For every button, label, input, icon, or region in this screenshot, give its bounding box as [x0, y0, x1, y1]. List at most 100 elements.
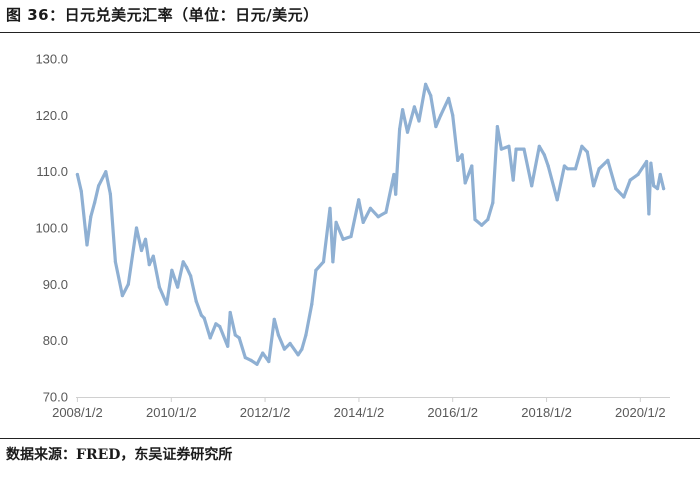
data-point [243, 356, 247, 360]
y-tick-label: 90.0 [43, 277, 68, 292]
data-point [151, 254, 155, 258]
data-point [75, 172, 79, 177]
data-point [622, 195, 626, 199]
data-point [331, 260, 335, 264]
data-point [614, 187, 618, 191]
data-point [460, 153, 464, 157]
data-point [542, 153, 546, 157]
data-point [113, 260, 117, 264]
data-point [662, 187, 666, 191]
data-point [357, 198, 361, 202]
data-point [321, 260, 326, 264]
data-point [655, 187, 660, 191]
data-point [398, 127, 402, 131]
data-point [585, 150, 589, 154]
data-point [412, 105, 416, 109]
data-point [349, 234, 353, 239]
data-point [314, 268, 318, 272]
data-point [147, 263, 151, 267]
data-point [499, 147, 503, 151]
data-point [456, 158, 460, 162]
data-point [199, 313, 203, 317]
data-point [628, 178, 632, 182]
data-point [276, 333, 280, 337]
data-point [176, 285, 180, 289]
data-point [530, 184, 534, 188]
data-point [185, 265, 189, 269]
data-point [636, 172, 640, 177]
data-point [384, 210, 388, 214]
data-point [652, 184, 656, 188]
data-point [658, 172, 662, 177]
data-point [108, 192, 112, 196]
data-point [134, 226, 139, 230]
data-point [261, 351, 265, 355]
data-point [606, 158, 610, 162]
data-point [165, 302, 169, 306]
data-point [194, 299, 198, 303]
data-point [555, 198, 559, 202]
data-point [89, 215, 93, 219]
y-tick-label: 130.0 [35, 52, 68, 67]
data-point [429, 94, 433, 98]
data-point [300, 347, 304, 351]
x-tick-label: 2008/1/2 [52, 405, 103, 420]
data-point [376, 215, 380, 219]
data-point [249, 358, 253, 362]
data-point [361, 220, 365, 224]
data-point [93, 201, 97, 205]
data-point [368, 206, 372, 210]
x-tick-labels: 2008/1/2 2010/1/2 2012/1/2 2014/1/2 2016/1/2… [52, 405, 666, 420]
data-point [546, 164, 550, 168]
data-point [126, 282, 130, 286]
title-divider [0, 32, 700, 33]
data-point [522, 147, 526, 151]
data-point [495, 125, 499, 129]
data-point [282, 347, 286, 351]
data-point [511, 178, 515, 182]
data-point [405, 130, 410, 134]
data-point [392, 172, 396, 177]
y-tick-label: 80.0 [43, 333, 68, 348]
data-point [218, 325, 222, 329]
data-point [272, 317, 276, 321]
data-point [507, 144, 511, 148]
data-point [296, 353, 300, 357]
data-point [401, 108, 405, 112]
data-point [473, 217, 477, 222]
data-point [139, 248, 144, 253]
data-point [439, 113, 443, 117]
x-tick-label: 2018/1/2 [521, 405, 572, 420]
series-group [75, 82, 666, 366]
data-point [470, 164, 474, 168]
x-tick-label: 2014/1/2 [334, 405, 385, 420]
data-point [328, 206, 332, 210]
data-point [463, 181, 467, 185]
x-tick-label: 2016/1/2 [427, 405, 478, 420]
data-point [202, 316, 206, 320]
data-point [486, 217, 490, 222]
data-point [237, 336, 241, 340]
x-tick-label: 2012/1/2 [240, 405, 291, 420]
data-point [170, 268, 174, 272]
data-point [480, 223, 484, 227]
data-point [214, 322, 218, 326]
data-point [645, 159, 649, 164]
data-point [573, 167, 578, 171]
y-tick-label: 100.0 [35, 221, 68, 236]
data-point [562, 164, 567, 168]
data-point [424, 82, 428, 86]
data-point [233, 333, 237, 337]
data-point [120, 294, 124, 298]
data-point [647, 212, 651, 216]
data-point [255, 362, 259, 366]
data-point [143, 237, 148, 241]
data-point [97, 184, 101, 188]
data-point [85, 243, 89, 247]
source-note: 数据来源：FRED，东吴证券研究所 [6, 447, 233, 463]
usd-jpy-line [75, 82, 666, 366]
data-point [451, 113, 455, 117]
data-point [226, 344, 230, 348]
data-point [310, 302, 314, 306]
data-point [649, 161, 653, 165]
